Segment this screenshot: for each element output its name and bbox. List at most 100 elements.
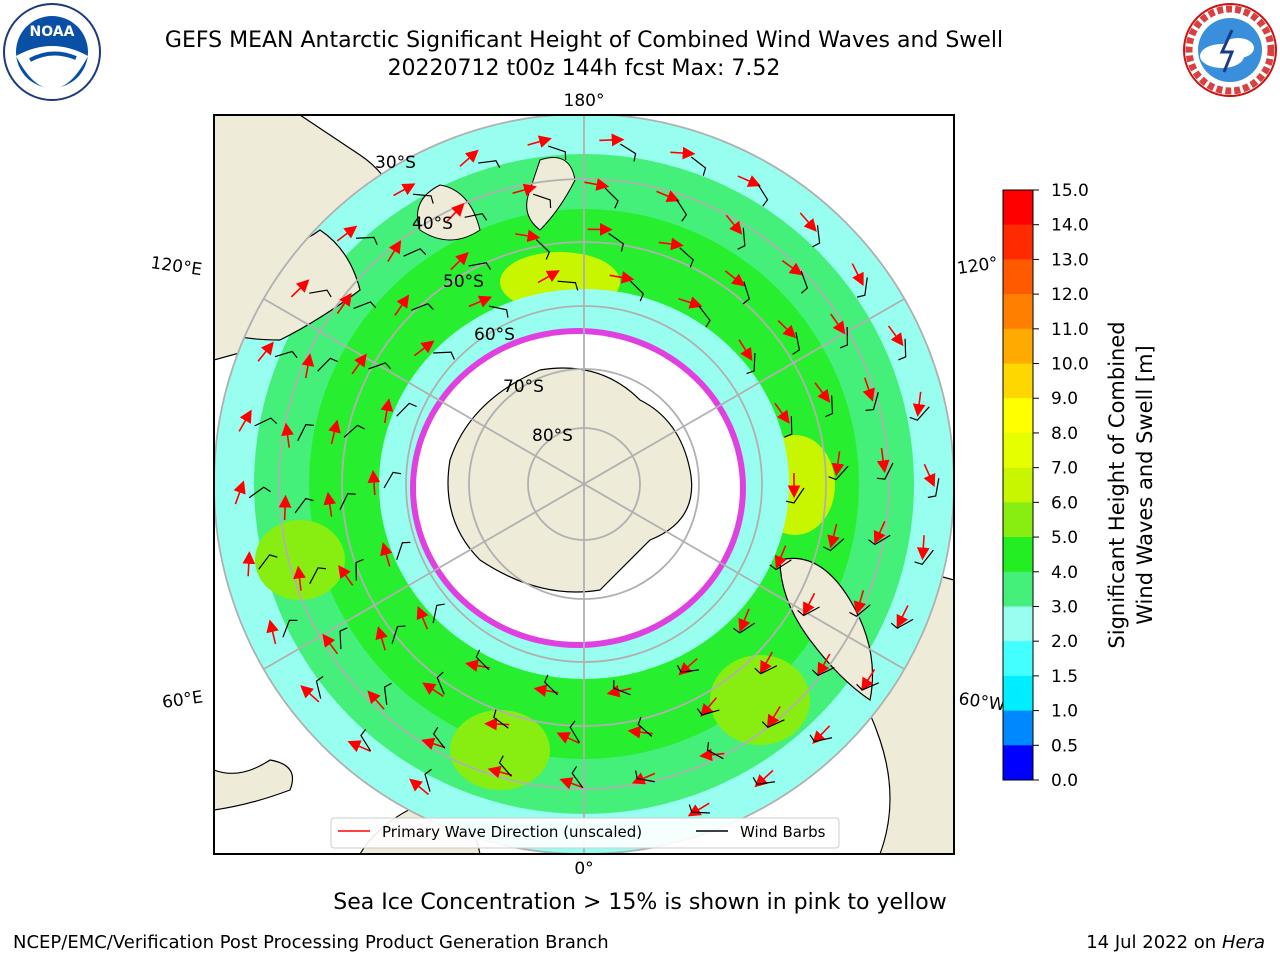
wind-barb [468, 262, 492, 270]
wind-barb [909, 406, 930, 421]
wind-barb [856, 682, 879, 691]
wave-arrow [754, 769, 774, 788]
lat-label-50s: 50°S [443, 272, 484, 292]
wind-barb [746, 352, 756, 375]
colorbar-segment [1003, 432, 1033, 469]
wind-barb [786, 487, 805, 504]
wave-arrow [774, 545, 787, 569]
wave-arrow [375, 626, 388, 651]
wind-barb [865, 392, 879, 411]
wave-arrow [725, 214, 743, 235]
sea-ice-note: Sea Ice Concentration > 15% is shown in … [333, 890, 947, 915]
wind-barb [355, 236, 378, 245]
wave-arrow [422, 682, 444, 698]
wind-barb [604, 187, 619, 209]
wind-barb [282, 619, 298, 638]
wind-barb [315, 676, 324, 699]
colorbar-tick-label: 6.0 [1051, 493, 1078, 513]
wave-arrow [257, 341, 274, 362]
wave-arrow [831, 451, 845, 477]
wind-barb [488, 305, 509, 318]
footer-host: Hera [1221, 932, 1265, 953]
wave-arrow [887, 325, 904, 347]
wind-barb [436, 671, 445, 695]
wave-arrow [830, 313, 846, 335]
wave-arrow [380, 542, 393, 567]
wind-barbs [248, 143, 940, 814]
wave-arrow [556, 732, 580, 744]
wave-arrow [609, 271, 635, 284]
wind-barb [396, 402, 417, 417]
wind-barb [309, 567, 327, 585]
wind-barb [620, 143, 637, 162]
wave-arrow [413, 340, 435, 357]
footer-left: NCEP/EMC/Verification Post Processing Pr… [13, 932, 609, 953]
wind-barb [613, 680, 631, 696]
colorbar-label-line2: Wind Waves and Swell [m] [1133, 345, 1157, 625]
map-frame [213, 114, 955, 855]
wind-barb [635, 770, 655, 783]
colorbar-tick-label: 8.0 [1051, 424, 1078, 444]
colorbar-tick-label: 1.5 [1051, 667, 1078, 687]
wind-barb [876, 462, 894, 480]
footer-date: 14 Jul 2022 on [1086, 932, 1222, 953]
wave-arrow [724, 270, 746, 287]
wave-arrow [584, 178, 610, 191]
wave-arrow [290, 279, 310, 298]
wind-barb [637, 716, 653, 737]
wind-barb [532, 193, 552, 209]
wave-arrow [409, 778, 430, 796]
colorbar-tick-label: 14.0 [1051, 216, 1089, 236]
lat-label-80s: 80°S [532, 426, 573, 446]
wind-barb [696, 708, 720, 716]
map-legend: Primary Wave Direction (unscaled) Wind B… [330, 817, 840, 849]
colorbar-tick-label: 12.0 [1051, 285, 1089, 305]
wind-barb [498, 755, 512, 777]
colorbar-segment [1003, 571, 1033, 607]
colorbar-segment [1003, 606, 1033, 642]
wind-barb [368, 362, 392, 370]
wave-arrow [923, 463, 936, 488]
colorbar-segment [1003, 745, 1033, 781]
wind-barb [248, 486, 271, 499]
wave-arrow [487, 765, 513, 779]
lat-label-70s: 70°S [503, 377, 544, 397]
wave-arrow [599, 133, 625, 147]
colorbar-segment [1003, 467, 1033, 503]
wave-arrow [774, 402, 790, 424]
wind-barb [754, 665, 778, 675]
wind-barb [676, 664, 700, 673]
wind-barb [769, 559, 792, 571]
wave-arrow [238, 409, 252, 432]
wave-arrow [876, 448, 890, 474]
wave-arrow [293, 565, 306, 591]
wind-barb [849, 604, 871, 617]
wind-barb [254, 417, 278, 427]
lat-label-40s: 40°S [412, 214, 453, 234]
wind-barb [343, 424, 365, 438]
wave-arrow [766, 706, 781, 728]
wave-arrow [658, 237, 684, 251]
wind-barb [274, 350, 298, 359]
colorbar-tick-label: 4.0 [1051, 563, 1078, 583]
wind-barb [809, 734, 833, 743]
wind-barb [569, 720, 580, 743]
wind-barb [339, 627, 348, 650]
wind-barb [824, 395, 834, 418]
wave-arrow [912, 391, 926, 417]
wave-arrow [322, 633, 339, 655]
wind-barb [475, 649, 490, 671]
wave-arrow [814, 382, 831, 403]
wind-barb [432, 726, 446, 749]
colorbar-segment [1003, 641, 1033, 677]
wind-barb [608, 232, 624, 252]
colorbar-tick-label: 15.0 [1051, 181, 1089, 201]
lon-label-0: 0° [574, 859, 593, 879]
wind-barb [679, 247, 694, 268]
wind-barb [630, 280, 645, 302]
colorbar-segment [1003, 710, 1033, 746]
wave-arrow [759, 651, 773, 675]
wave-arrow [336, 292, 352, 314]
wave-arrow [527, 135, 552, 148]
